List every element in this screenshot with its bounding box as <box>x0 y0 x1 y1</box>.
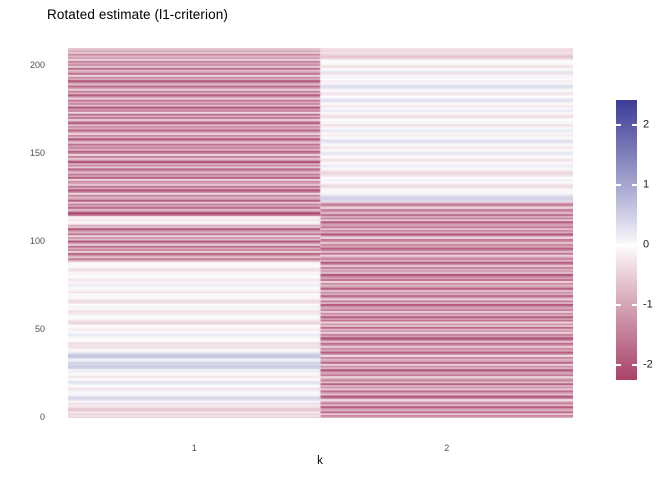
legend-tick-dash <box>616 124 621 127</box>
y-tick-label: 0 <box>39 412 45 422</box>
plot-title: Rotated estimate (l1-criterion) <box>47 7 228 22</box>
legend-tick-label: 2 <box>643 118 650 131</box>
legend-tick-dash <box>632 304 637 307</box>
y-tick-label: 200 <box>29 59 45 70</box>
x-tick-label: 1 <box>191 443 197 453</box>
legend-tick-label: 1 <box>643 178 650 191</box>
legend-tick-label: 0 <box>643 238 650 251</box>
legend-tick-dash <box>632 364 637 366</box>
color-legend: 2 1 0 -1 -2 <box>616 100 672 380</box>
legend-tick-dash <box>616 304 621 307</box>
legend-tick-dash <box>632 244 637 247</box>
legend-tick-dash <box>616 184 621 187</box>
legend-tick-label: -1 <box>643 298 653 311</box>
y-tick-label: 100 <box>29 235 45 246</box>
y-tick-label: 50 <box>34 323 45 334</box>
legend-tick-dash <box>632 124 637 127</box>
legend-tick-dash <box>632 184 637 187</box>
legend-gradient-bar <box>616 100 637 380</box>
legend-tick-dash <box>616 364 621 366</box>
legend-tick-dash <box>616 244 621 247</box>
x-axis-title: k <box>317 455 323 467</box>
heatmap-canvas <box>68 48 573 418</box>
legend-tick-label: -2 <box>643 358 653 371</box>
x-tick-label: 2 <box>444 443 450 453</box>
y-tick-label: 150 <box>29 147 45 158</box>
